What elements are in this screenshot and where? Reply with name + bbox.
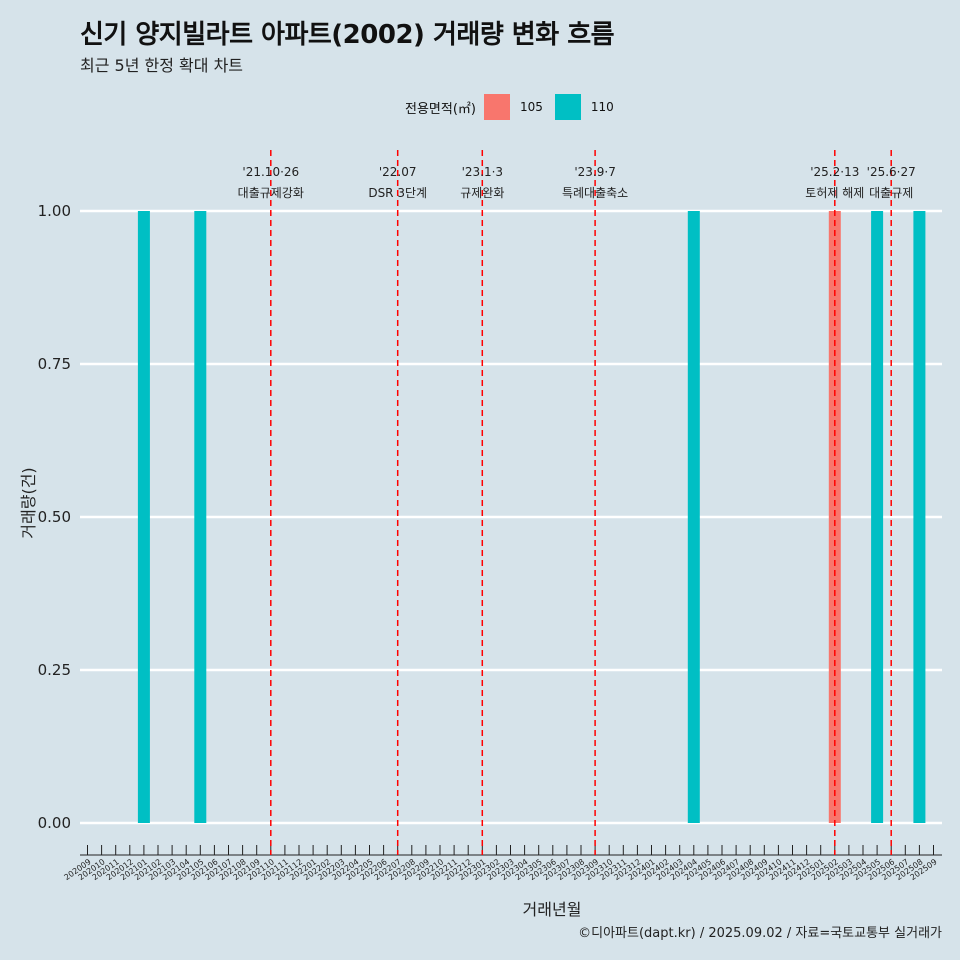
event-label-202502: 토허제 해제	[805, 186, 864, 200]
bar-110-202101	[137, 211, 150, 823]
legend-label-110: 110	[590, 100, 614, 114]
chart-title: 신기 양지빌라트 아파트(2002) 거래량 변화 흐름	[80, 20, 615, 50]
y-tick-label: 0.75	[38, 355, 71, 373]
event-label-202506: 대출규제	[869, 186, 913, 200]
bar-105-202502	[828, 211, 841, 823]
x-axis-title: 거래년월	[523, 900, 582, 919]
event-date-202502: '25.2·13	[810, 165, 859, 179]
legend-swatch-110	[554, 94, 581, 120]
y-tick-label: 1.00	[38, 202, 71, 220]
legend-title: 전용면적(㎡)	[405, 101, 476, 117]
legend-item-110: 110	[554, 94, 618, 120]
event-label-202309: 특례대출축소	[562, 186, 628, 200]
legend-item-105: 105	[483, 94, 547, 120]
legend: 전용면적(㎡) 105 110	[405, 93, 626, 121]
event-date-202309: '23.9·7	[574, 165, 615, 179]
event-label-202110: 대출규제강화	[238, 186, 304, 200]
event-date-202110: '21.10·26	[242, 165, 299, 179]
y-tick-label: 0.50	[38, 508, 71, 526]
y-axis-title: 거래량(건)	[19, 467, 38, 538]
bar-110-202505	[871, 211, 884, 823]
chart-subtitle: 최근 5년 한정 확대 차트	[80, 56, 244, 75]
y-tick-label: 0.00	[38, 814, 71, 832]
event-date-202506: '25.6·27	[867, 165, 916, 179]
event-date-202207: '22.07	[379, 165, 417, 179]
legend-label-105: 105	[519, 100, 543, 114]
legend-swatch-105	[483, 94, 510, 120]
event-label-202301: 규제완화	[460, 186, 504, 200]
bar-110-202105	[194, 211, 207, 823]
y-tick-label: 0.25	[38, 661, 71, 679]
bar-110-202404	[687, 211, 700, 823]
bar-110-202508	[913, 211, 926, 823]
caption: ©디아파트(dapt.kr) / 2025.09.02 / 자료=국토교통부 실…	[578, 926, 942, 941]
event-label-202207: DSR 3단계	[368, 186, 427, 200]
event-date-202301: '23.1·3	[462, 165, 503, 179]
